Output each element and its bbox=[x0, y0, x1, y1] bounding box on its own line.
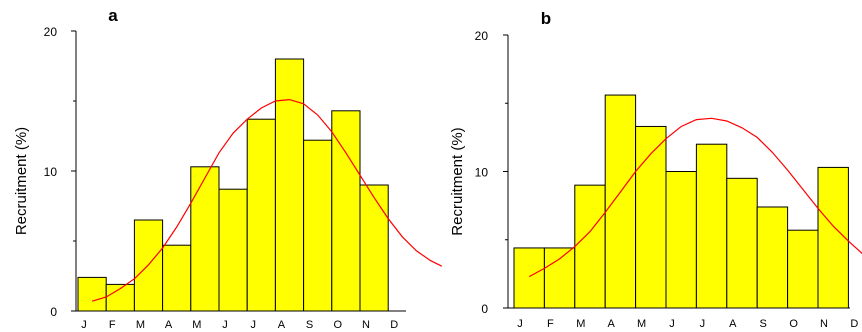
bar-b-5 bbox=[665, 171, 697, 309]
x-tick-label-a-1: F bbox=[109, 319, 116, 331]
bar-a-7 bbox=[274, 58, 305, 312]
x-tick-label-a-3: A bbox=[165, 319, 173, 331]
x-tick-label-b-2: M bbox=[576, 318, 585, 330]
x-tick-label-b-0: J bbox=[517, 318, 523, 330]
bar-a-4 bbox=[190, 166, 220, 312]
y-tick-label-a-0: 0 bbox=[50, 305, 57, 319]
bar-b-0 bbox=[513, 247, 545, 309]
bar-a-3 bbox=[162, 244, 192, 312]
fit-curve-a bbox=[91, 98, 443, 302]
y-tick-label-b-2: 20 bbox=[475, 29, 489, 43]
chart-panel-b: 0 10 20 J F M A M J J A S O N D Recruitment (%) b bbox=[449, 9, 862, 330]
x-tick-label-a-2: M bbox=[136, 319, 145, 331]
fit-curve-b bbox=[528, 117, 862, 278]
x-tick-label-a-4: M bbox=[192, 319, 201, 331]
chart-panel-a: 0 10 20 J F M A M J J A S O N D Recruitment (%) a bbox=[13, 6, 443, 331]
x-tick-label-b-9: O bbox=[789, 318, 798, 330]
bar-a-8 bbox=[303, 139, 333, 312]
x-tick-label-b-7: A bbox=[729, 318, 737, 330]
x-tick-label-a-6: J bbox=[250, 319, 256, 331]
x-tick-label-a-5: J bbox=[222, 319, 228, 331]
x-tick-label-b-3: A bbox=[608, 318, 616, 330]
x-tick-label-b-6: J bbox=[700, 318, 706, 330]
panel-label-b: b bbox=[541, 9, 551, 28]
y-tick-label-b-0: 0 bbox=[481, 302, 488, 316]
bar-a-10 bbox=[359, 184, 389, 312]
x-tick-label-b-5: J bbox=[669, 318, 675, 330]
bar-b-2 bbox=[574, 184, 606, 309]
x-tick-label-b-4: M bbox=[637, 318, 646, 330]
y-tick-label-a-2: 20 bbox=[44, 25, 58, 39]
bar-b-3 bbox=[604, 94, 637, 309]
x-tick-label-b-11: D bbox=[850, 318, 858, 330]
bar-a-9 bbox=[331, 110, 361, 312]
x-tick-label-a-11: D bbox=[390, 319, 398, 331]
bar-b-9 bbox=[787, 229, 819, 309]
y-tick-label-a-1: 10 bbox=[44, 165, 58, 179]
bar-b-7 bbox=[726, 177, 758, 309]
x-tick-label-b-8: S bbox=[760, 318, 767, 330]
y-axis-label-a: Recruitment (%) bbox=[13, 127, 30, 235]
bar-b-1 bbox=[543, 247, 576, 309]
bar-b-10 bbox=[817, 166, 849, 309]
y-tick-label-b-1: 10 bbox=[475, 166, 489, 180]
x-tick-label-b-10: N bbox=[820, 318, 828, 330]
x-tick-label-a-7: A bbox=[278, 319, 286, 331]
x-tick-label-a-9: O bbox=[334, 319, 343, 331]
bar-b-8 bbox=[756, 206, 789, 309]
bar-b-6 bbox=[695, 143, 728, 309]
bar-a-5 bbox=[218, 188, 248, 312]
panel-label-a: a bbox=[108, 6, 118, 25]
bar-a-6 bbox=[246, 118, 276, 312]
x-tick-label-b-1: F bbox=[547, 318, 554, 330]
x-tick-label-a-8: S bbox=[306, 319, 313, 331]
x-tick-label-a-0: J bbox=[81, 319, 87, 331]
y-axis-label-b: Recruitment (%) bbox=[449, 127, 466, 235]
x-tick-label-a-10: N bbox=[362, 319, 370, 331]
bar-a-0 bbox=[77, 276, 107, 312]
